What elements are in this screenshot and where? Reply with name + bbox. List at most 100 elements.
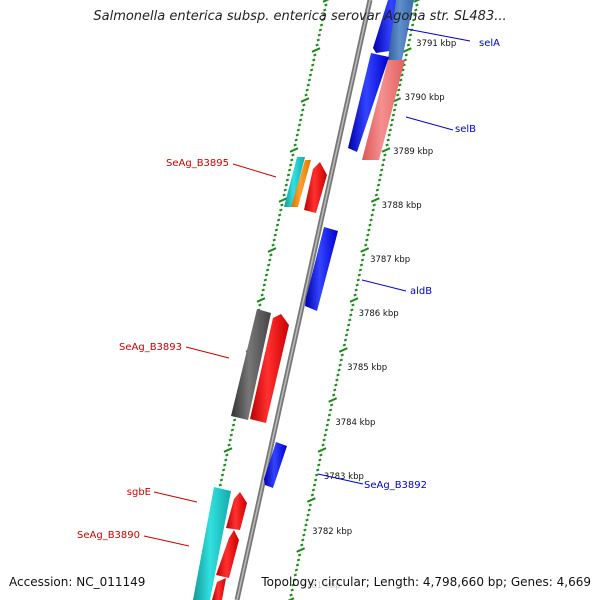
scale-tick [322, 438, 326, 442]
scale-tick [396, 93, 400, 97]
gene-selA-steel[interactable] [388, 0, 414, 60]
scale-tick [414, 8, 418, 12]
scale-tick [338, 347, 348, 353]
gene-SeAg_B3893-red[interactable] [250, 314, 289, 423]
scale-tick [311, 488, 316, 492]
scale-tick [404, 53, 408, 57]
scale-tick [296, 547, 306, 553]
scale-tick [310, 63, 315, 67]
scale-label: 3790 kbp [405, 93, 445, 103]
scale-tick [357, 273, 362, 277]
scale-tick [370, 213, 374, 217]
scale-tick [335, 378, 339, 382]
label-SeAg_B3893[interactable]: SeAg_B3893 [119, 342, 182, 353]
scale-tick [321, 443, 325, 447]
scale-tick [381, 147, 391, 153]
scale-tick [275, 223, 280, 227]
scale-tick [292, 578, 296, 582]
scale-tick [343, 338, 348, 342]
scale-tick [332, 393, 336, 397]
scale-tick [287, 597, 295, 600]
scale-tick [413, 13, 417, 17]
scale-tick [312, 58, 316, 62]
scale-tick [344, 333, 349, 337]
gene-SeAg_B3890b-red[interactable] [212, 578, 226, 600]
scale-tick [329, 403, 334, 407]
scale-tick [297, 553, 302, 557]
scale-tick [293, 143, 297, 147]
scale-tick [360, 258, 365, 262]
label-SeAg_B3895[interactable]: SeAg_B3895 [166, 158, 229, 169]
scale-tick [349, 313, 353, 317]
scale-tick [392, 108, 397, 112]
label-selA[interactable]: selA [479, 38, 500, 49]
scale-tick [268, 258, 272, 262]
scale-tick [298, 118, 303, 122]
scale-tick [324, 428, 328, 432]
gene-SeAg_B3890-red[interactable] [216, 530, 239, 578]
scale-tick [358, 268, 363, 272]
scale-tick [229, 433, 234, 437]
scale-tick [263, 278, 268, 282]
gene-labels: selA selB SeAg_B3895 aldB SeAg_B3893 SeA… [77, 28, 500, 547]
scale-tick [290, 158, 294, 162]
gene-selB[interactable] [348, 53, 389, 152]
scale-tick [227, 443, 231, 447]
gene-SeAg_B3895-red[interactable] [304, 162, 327, 213]
scale-tick [354, 288, 358, 292]
scale-tick [228, 438, 232, 442]
scale-tick [288, 163, 293, 167]
scale-tick [338, 363, 342, 367]
gene-SeAg_B3892[interactable] [264, 442, 287, 488]
scale-tick [402, 47, 412, 53]
scale-tick [218, 483, 223, 487]
scale-tick [283, 188, 287, 192]
scale-tick [369, 218, 373, 222]
scale-tick [232, 418, 237, 422]
scale-tick [300, 543, 304, 547]
scale-tick [302, 103, 306, 107]
scale-label: 3784 kbp [335, 418, 375, 428]
scale-tick [328, 397, 338, 403]
label-sgbE[interactable]: sgbE [127, 487, 151, 498]
genome-title: Salmonella enterica subsp. enterica sero… [93, 9, 507, 24]
label-aldB[interactable]: aldB [410, 286, 432, 297]
gene-SeAg_B3895-orange[interactable] [291, 160, 311, 207]
scale-tick [297, 123, 302, 127]
scale-tick [342, 343, 347, 347]
scale-tick [378, 173, 383, 177]
scale-tick [269, 253, 273, 257]
scale-tick [326, 418, 331, 422]
scale-tick [321, 13, 326, 17]
scale-tick [260, 293, 264, 297]
scale-tick [317, 463, 321, 467]
scale-label: 3789 kbp [393, 147, 433, 157]
scale-tick [388, 128, 392, 132]
scale-tick [225, 453, 229, 457]
label-selB[interactable]: selB [455, 124, 476, 135]
scale-tick [266, 263, 271, 267]
scale-tick [375, 188, 380, 192]
scale-tick [276, 218, 281, 222]
scale-tick [291, 583, 295, 587]
gene-aldB[interactable] [305, 227, 338, 311]
label-SeAg_B3892[interactable]: SeAg_B3892 [364, 480, 427, 491]
gene-sgbE-red[interactable] [226, 492, 247, 530]
gene-SeAg_B3893-gray[interactable] [231, 309, 271, 420]
gene-sgbE-cyan[interactable] [193, 487, 231, 600]
scale-label: 3785 kbp [347, 363, 387, 373]
gene-SeAg_B3895-cyan[interactable] [284, 157, 305, 207]
scale-tick [306, 497, 316, 503]
scale-tick [316, 468, 320, 472]
scale-tick [301, 538, 305, 542]
scale-tick [387, 133, 391, 137]
scale-tick [351, 303, 355, 307]
scale-tick [274, 228, 279, 232]
scale-tick [220, 473, 225, 477]
scale-tick [345, 328, 350, 332]
scale-tick [277, 213, 282, 217]
label-SeAg_B3890[interactable]: SeAg_B3890 [77, 530, 140, 541]
scale-tick [380, 168, 384, 172]
scale-tick [376, 183, 381, 187]
gene-selB-pink[interactable] [362, 60, 405, 160]
